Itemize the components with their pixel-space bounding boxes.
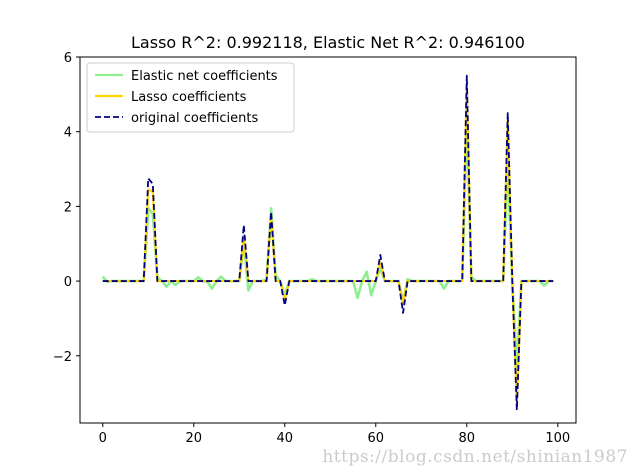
- legend-box: [86, 62, 295, 133]
- x-tick-label: 60: [368, 431, 385, 446]
- legend-label-original: original coefficients: [131, 111, 258, 126]
- series-line-original-coefficients: [102, 74, 554, 411]
- x-tick-label: 40: [276, 431, 293, 446]
- axes-frame: [79, 56, 577, 424]
- legend-label-lasso: Lasso coefficients: [131, 90, 247, 105]
- legend-label-elastic-net: Elastic net coefficients: [131, 69, 278, 84]
- watermark-text: https://blog.csdn.net/shinian1987: [322, 447, 628, 467]
- y-tick-label: 0: [64, 275, 72, 290]
- x-tick-label: 80: [459, 431, 476, 446]
- y-tick-label: 6: [64, 51, 72, 66]
- x-tick-label: 0: [99, 431, 107, 446]
- chart-title: Lasso R^2: 0.992118, Elastic Net R^2: 0.…: [131, 33, 525, 52]
- legend: Elastic net coefficients Lasso coefficie…: [86, 62, 295, 133]
- x-tick-label: 20: [185, 431, 202, 446]
- y-tick-label: 4: [64, 126, 72, 141]
- x-axis: 0 20 40 60 80 100: [99, 423, 570, 446]
- y-tick-label: 2: [64, 200, 72, 215]
- y-axis: −2 0 2 4 6: [53, 51, 80, 365]
- x-tick-label: 100: [545, 431, 570, 446]
- series-layer: [101, 74, 554, 411]
- series-line-elastic-net-coefficients: [101, 115, 554, 369]
- y-tick-label: −2: [53, 350, 72, 365]
